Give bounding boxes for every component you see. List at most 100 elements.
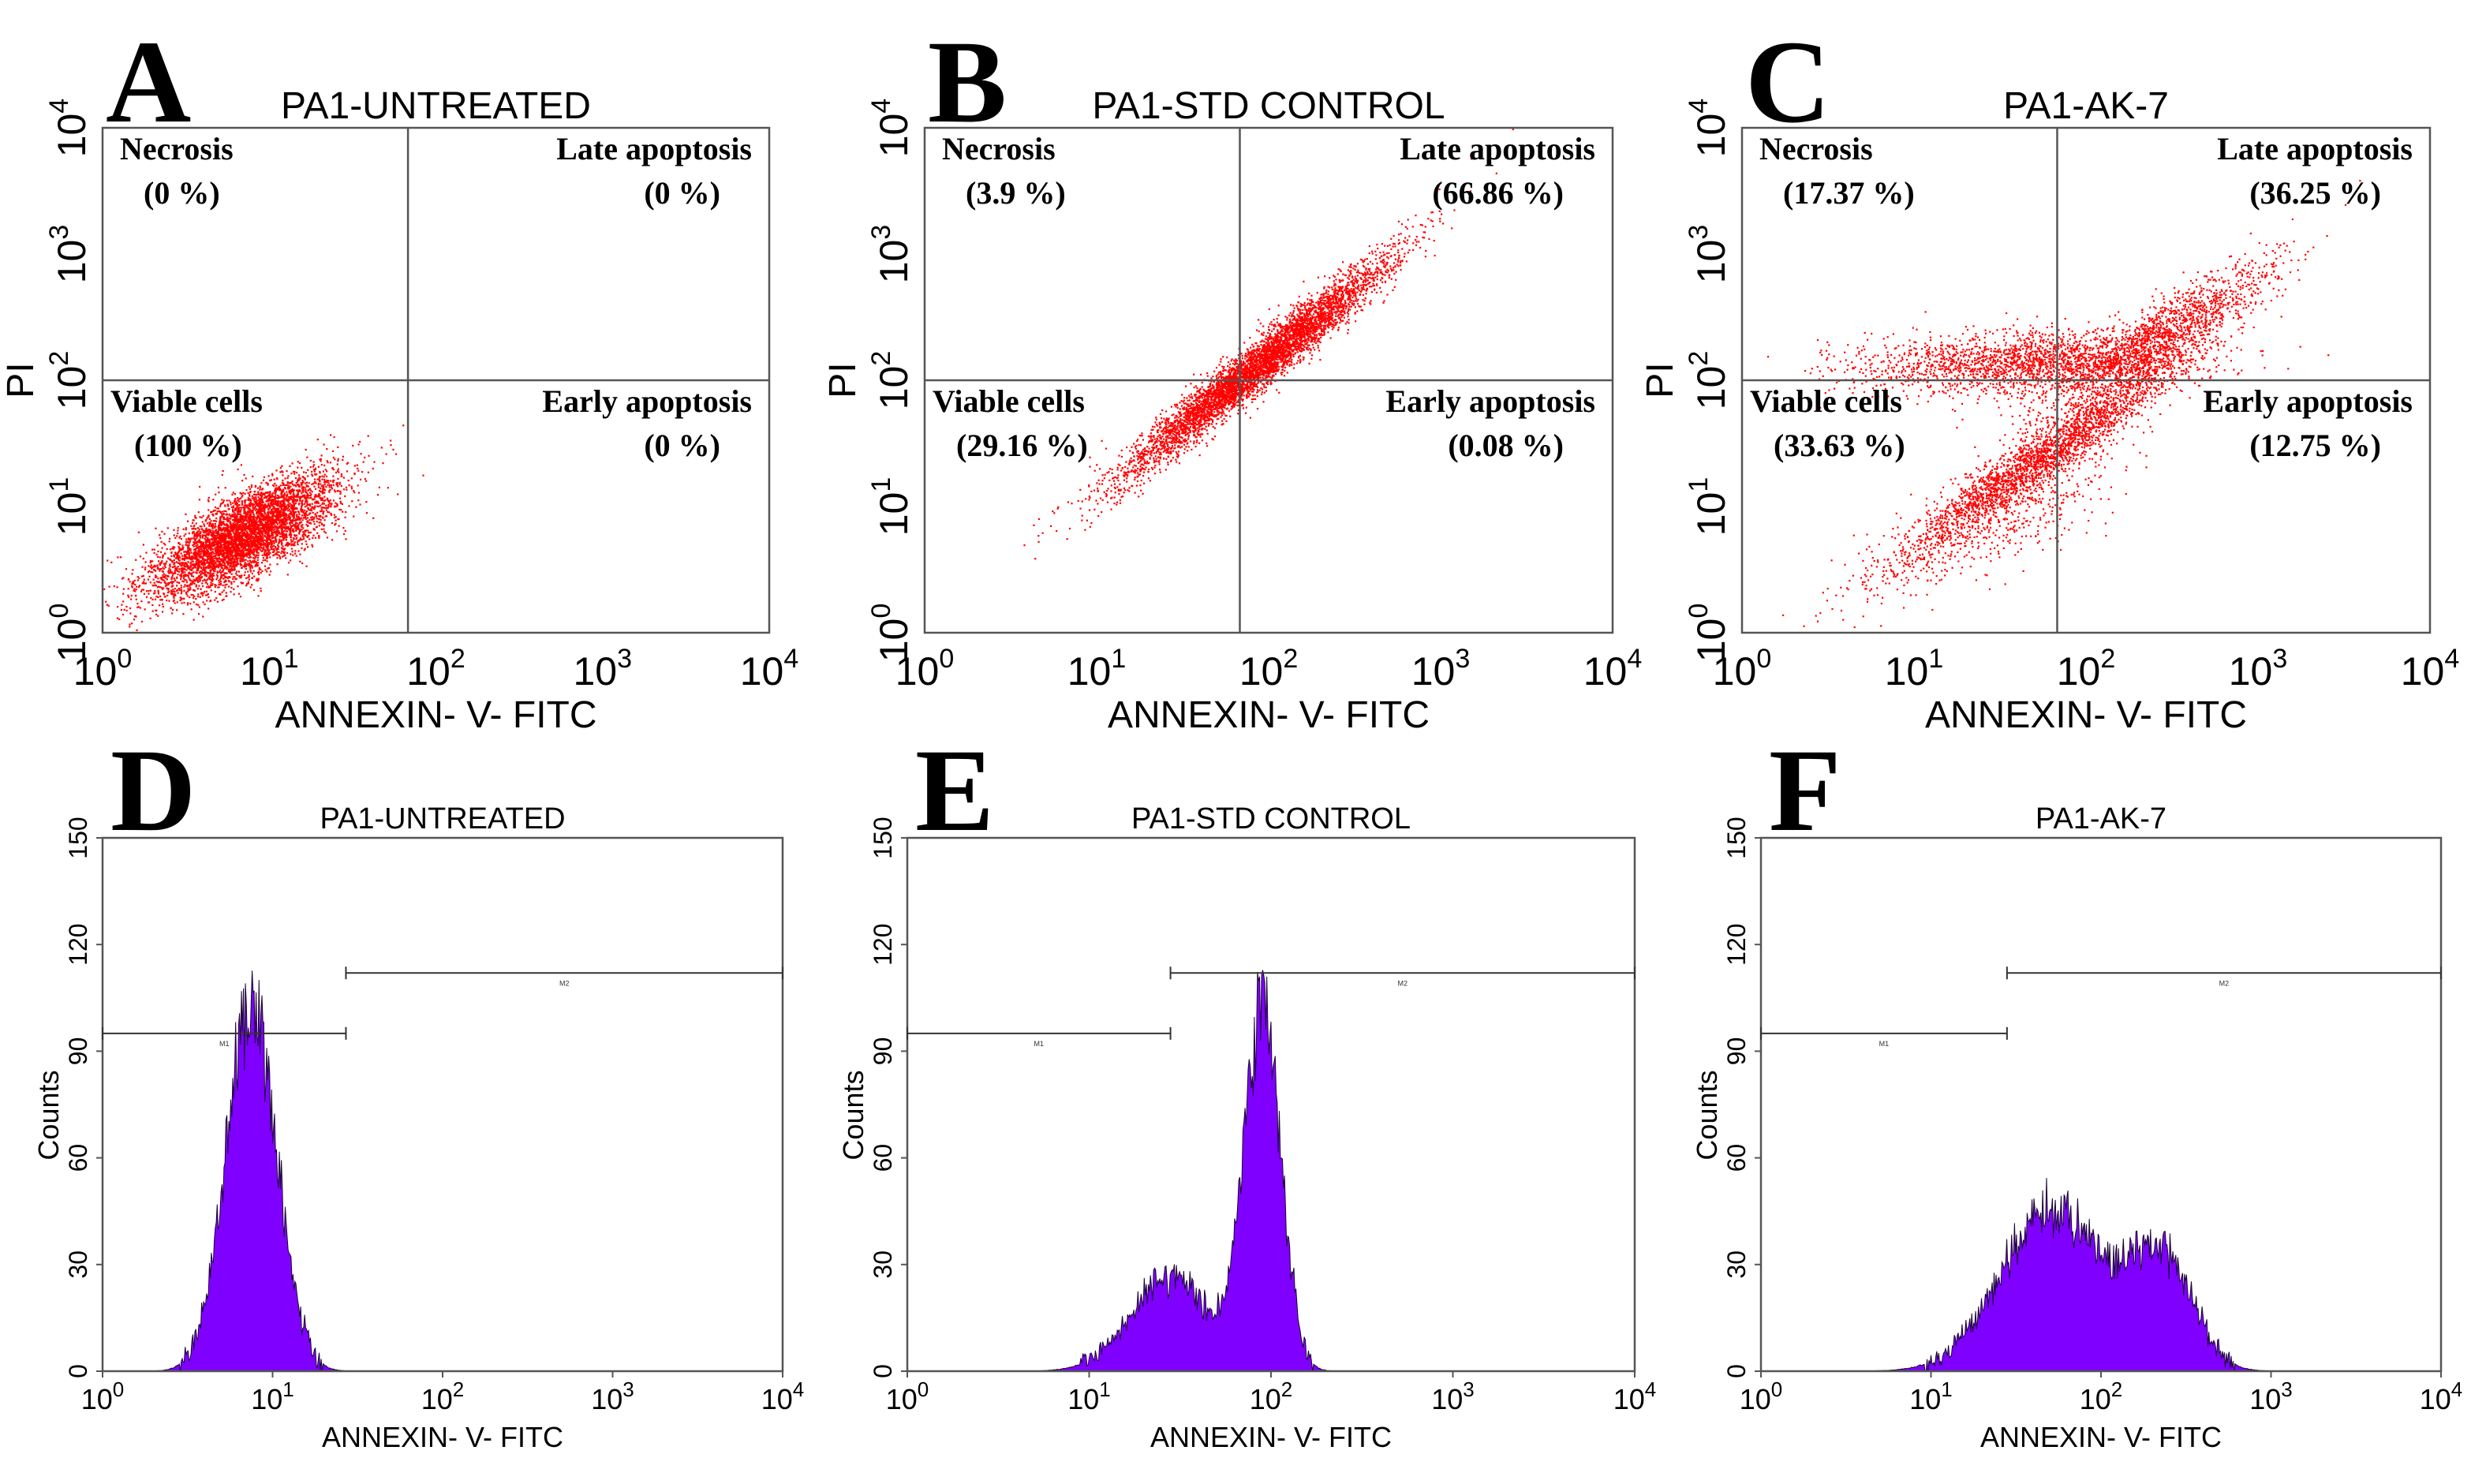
event-dot (234, 558, 236, 560)
event-dot (238, 540, 241, 542)
event-dot (214, 540, 216, 542)
event-dot (176, 569, 178, 571)
event-dot (167, 584, 170, 586)
event-dot (286, 470, 288, 473)
event-dot (195, 544, 197, 547)
event-dot (242, 565, 245, 567)
event-dot (208, 566, 211, 569)
event-dot (293, 494, 295, 496)
event-dot (264, 548, 266, 551)
event-dot (241, 480, 244, 482)
event-dot (240, 492, 242, 495)
event-dot (258, 503, 260, 505)
event-dot (230, 515, 232, 518)
event-dot (220, 540, 222, 543)
event-dot (214, 534, 216, 536)
event-dot (212, 520, 215, 522)
event-dot (192, 533, 194, 535)
event-dot (193, 582, 196, 585)
event-dot (283, 494, 286, 496)
event-dot (203, 563, 205, 566)
event-dot (233, 543, 235, 545)
event-dot (274, 497, 276, 499)
event-dot (241, 581, 245, 584)
chart-title: PA1-UNTREATED (281, 85, 591, 127)
event-dot (220, 563, 222, 566)
event-dot (267, 483, 269, 485)
event-dot (330, 513, 332, 515)
event-dot (284, 517, 286, 519)
event-dot (148, 575, 151, 578)
event-dot (255, 554, 258, 556)
event-dot (141, 566, 144, 568)
event-dot (219, 535, 221, 537)
event-dot (122, 600, 125, 603)
event-dot (260, 562, 264, 564)
event-dot (238, 533, 241, 536)
event-dot (234, 566, 236, 569)
event-dot (287, 507, 290, 509)
event-dot (266, 540, 268, 543)
event-dot (237, 518, 239, 520)
event-dot (256, 519, 258, 521)
event-dot (204, 590, 206, 593)
event-dot (280, 495, 282, 497)
event-dot (219, 563, 222, 566)
event-dot (322, 507, 324, 509)
event-dot (259, 513, 262, 515)
event-dot (150, 564, 152, 566)
event-dot (185, 529, 187, 531)
event-dot (328, 491, 331, 493)
event-dot (249, 556, 252, 559)
event-dot (293, 517, 295, 520)
event-dot (257, 526, 260, 529)
event-dot (180, 565, 182, 567)
event-dot (299, 529, 301, 531)
event-dot (212, 542, 215, 544)
event-dot (252, 553, 255, 555)
event-dot (292, 507, 294, 510)
event-dot (279, 488, 281, 491)
event-dot (267, 503, 270, 505)
event-dot (256, 517, 258, 519)
event-dot (276, 478, 279, 480)
event-dot (305, 510, 308, 513)
event-dot (272, 536, 275, 539)
event-dot (304, 503, 306, 505)
event-dot (299, 553, 301, 555)
event-dot (194, 556, 196, 559)
event-dot (308, 532, 310, 534)
event-dot (282, 505, 284, 507)
event-dot (179, 574, 181, 577)
event-dot (106, 604, 108, 606)
event-dot (331, 488, 334, 490)
event-dot (131, 586, 133, 589)
event-dot (199, 545, 201, 548)
event-dot (206, 545, 208, 548)
event-dot (230, 573, 233, 575)
event-dot (216, 570, 219, 573)
event-dot (216, 574, 219, 577)
event-dot (245, 525, 247, 527)
event-dot (226, 555, 229, 557)
event-dot (249, 514, 252, 516)
event-dot (356, 464, 358, 466)
event-dot (259, 540, 261, 542)
event-dot (204, 569, 206, 571)
event-dot (250, 533, 253, 536)
event-dot (193, 552, 196, 555)
event-dot (190, 593, 193, 596)
event-dot (243, 510, 245, 513)
event-dot (299, 517, 301, 519)
event-dot (143, 581, 145, 583)
event-dot (213, 540, 215, 543)
event-dot (218, 586, 220, 589)
event-dot (290, 519, 293, 521)
event-dot (271, 548, 273, 551)
event-dot (344, 516, 346, 518)
event-dot (195, 579, 197, 581)
event-dot (277, 505, 279, 507)
event-dot (250, 521, 252, 523)
event-dot (240, 532, 242, 534)
event-dot (222, 549, 224, 551)
